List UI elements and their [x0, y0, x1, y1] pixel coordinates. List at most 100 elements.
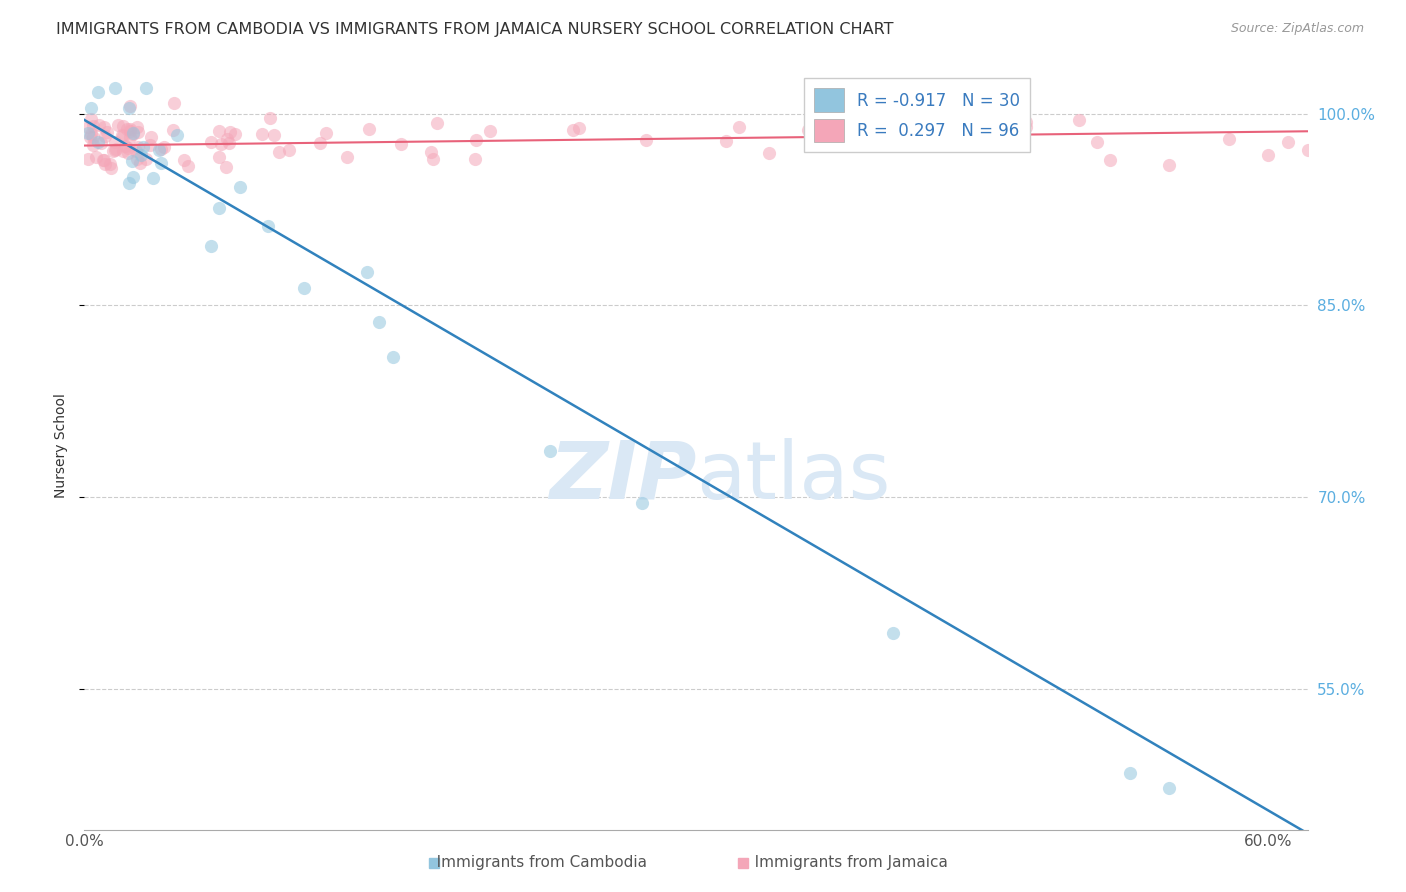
Point: [79, 130, 101, 145]
Point: [87, 86, 110, 100]
Point: [208, 201, 231, 215]
Point: [219, 125, 242, 139]
Point: [79, 112, 101, 127]
Point: [163, 96, 186, 111]
Point: [129, 148, 152, 162]
Point: [107, 118, 129, 132]
Point: [103, 144, 125, 158]
Point: [176, 159, 198, 173]
Point: [93, 153, 115, 167]
Point: [122, 126, 145, 140]
Point: [562, 123, 585, 137]
Point: [98, 157, 121, 171]
Point: [128, 155, 150, 169]
Point: [94, 157, 117, 171]
Point: [90, 136, 112, 150]
Point: [87, 135, 110, 149]
Point: [1218, 132, 1240, 146]
Point: [80, 102, 103, 116]
Point: [104, 81, 127, 95]
Point: [215, 160, 238, 174]
Point: [118, 176, 141, 190]
Point: [464, 152, 486, 166]
Point: [111, 119, 134, 133]
Point: [336, 150, 359, 164]
Point: [1277, 135, 1299, 149]
Bar: [429, 858, 439, 868]
Point: [139, 130, 162, 145]
Point: [727, 120, 749, 134]
Point: [94, 128, 117, 143]
Point: [634, 133, 657, 147]
Point: [1296, 143, 1319, 157]
Point: [82, 119, 104, 133]
Point: [104, 135, 127, 149]
Point: [166, 128, 188, 143]
Point: [105, 142, 128, 156]
Point: [148, 143, 170, 157]
Point: [150, 142, 173, 156]
Point: [426, 116, 449, 130]
Point: [315, 126, 337, 140]
Point: [152, 140, 174, 154]
Point: [419, 145, 441, 160]
Point: [960, 132, 983, 146]
Legend: R = -0.917   N = 30, R =  0.297   N = 96: R = -0.917 N = 30, R = 0.297 N = 96: [804, 78, 1031, 153]
Point: [356, 265, 378, 279]
Point: [117, 141, 139, 155]
Point: [882, 626, 904, 640]
Point: [173, 153, 195, 167]
Point: [149, 156, 172, 170]
Point: [758, 145, 780, 160]
Point: [131, 140, 153, 154]
Point: [125, 144, 148, 158]
Point: [135, 152, 157, 166]
Point: [114, 139, 136, 153]
Text: atlas: atlas: [696, 438, 890, 516]
Point: [208, 124, 231, 138]
Point: [208, 150, 231, 164]
Point: [1085, 135, 1108, 149]
Point: [77, 126, 100, 140]
Point: [209, 136, 232, 151]
Text: Immigrants from Jamaica: Immigrants from Jamaica: [740, 855, 948, 870]
Point: [1014, 115, 1036, 129]
Point: [382, 350, 405, 364]
Point: [252, 127, 274, 141]
Point: [200, 135, 222, 149]
Point: [84, 150, 107, 164]
Point: [229, 179, 252, 194]
Text: IMMIGRANTS FROM CAMBODIA VS IMMIGRANTS FROM JAMAICA NURSERY SCHOOL CORRELATION C: IMMIGRANTS FROM CAMBODIA VS IMMIGRANTS F…: [56, 22, 894, 37]
Point: [269, 145, 291, 159]
Point: [89, 118, 111, 132]
Point: [103, 144, 125, 158]
Point: [200, 239, 222, 253]
Point: [120, 99, 142, 113]
Point: [464, 133, 486, 147]
Text: Immigrants from Cambodia: Immigrants from Cambodia: [422, 855, 647, 870]
Point: [538, 444, 561, 458]
Point: [118, 101, 141, 115]
Point: [631, 496, 654, 510]
Point: [1159, 781, 1181, 796]
Point: [96, 125, 118, 139]
Point: [80, 128, 103, 142]
Point: [93, 120, 115, 134]
Point: [215, 131, 238, 145]
Point: [257, 219, 280, 233]
Point: [359, 121, 381, 136]
Point: [127, 152, 149, 166]
Point: [120, 124, 142, 138]
Point: [1067, 113, 1090, 128]
Point: [422, 152, 444, 166]
Point: [1257, 148, 1279, 162]
Text: Source: ZipAtlas.com: Source: ZipAtlas.com: [1230, 22, 1364, 36]
Point: [82, 130, 104, 145]
Point: [868, 136, 890, 150]
Point: [118, 122, 141, 136]
Point: [309, 136, 332, 151]
Point: [139, 137, 162, 152]
Point: [82, 138, 104, 153]
Point: [389, 136, 412, 151]
Point: [1119, 765, 1142, 780]
